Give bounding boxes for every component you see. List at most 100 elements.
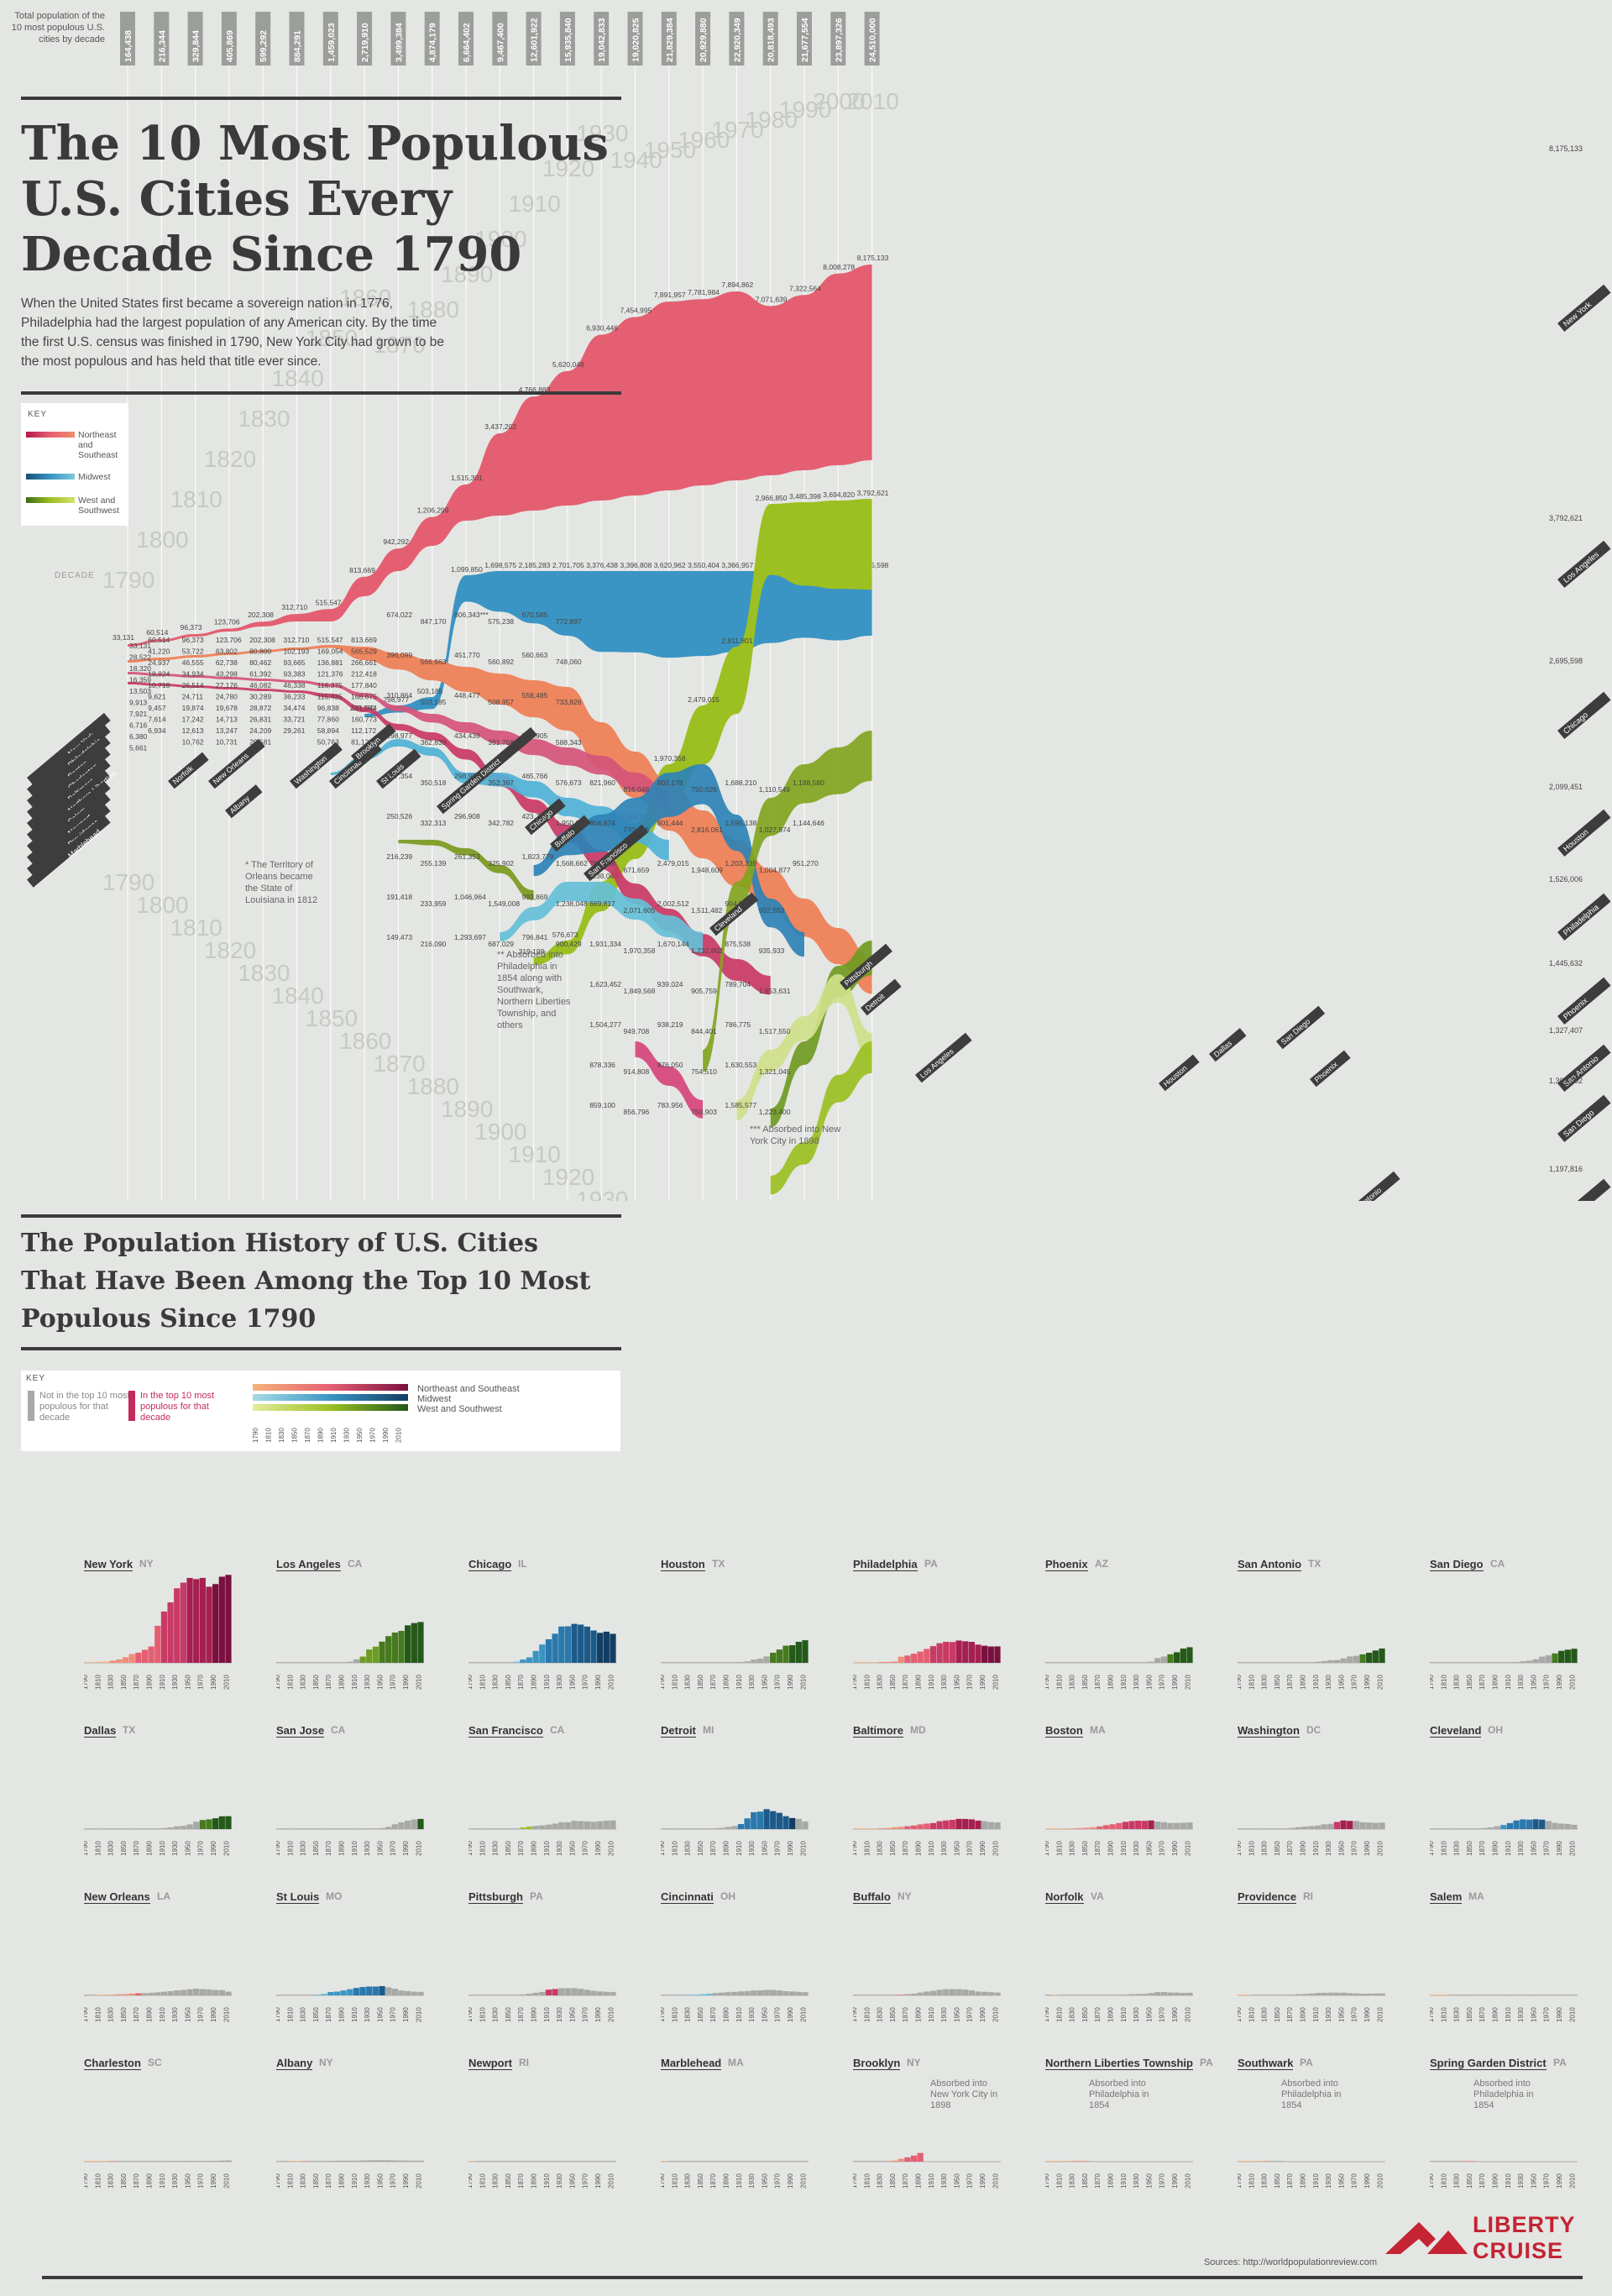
axis-tick-label: 1930 bbox=[1325, 1841, 1332, 1856]
axis-tick-label: 1910 bbox=[159, 2007, 166, 2022]
axis-tick-label: 1910 bbox=[159, 1841, 166, 1856]
city-history-chart: Chicago IL 1790 1810 1830 1850 1870 1890 1910 193… bbox=[468, 1558, 620, 1717]
decade-bar bbox=[1174, 1992, 1180, 1995]
axis-tick-label: 1950 bbox=[1145, 1675, 1153, 1690]
annotation-value-label: 296,908 bbox=[454, 812, 480, 820]
decade-bar bbox=[417, 1818, 424, 1829]
decade-bar bbox=[751, 1659, 757, 1663]
decade-bar bbox=[673, 1828, 680, 1829]
decade-bar bbox=[520, 2161, 526, 2162]
chicago-value-label: 3,550,404 bbox=[688, 561, 720, 569]
column-value-label: 58,894 bbox=[317, 726, 339, 735]
total-tag bbox=[458, 12, 474, 66]
column-value-label: 41,220 bbox=[148, 647, 170, 656]
key-label-west: West and Southwest bbox=[78, 495, 120, 516]
total-tag-value: 3,499,384 bbox=[394, 23, 404, 62]
logo-text: LIBERTY CRUISE bbox=[1473, 2212, 1576, 2264]
axis-tick-label: 1990 bbox=[787, 1675, 794, 1690]
decade-bar bbox=[109, 1660, 116, 1663]
total-tag bbox=[390, 12, 406, 66]
total-tag-value: 21,829,384 bbox=[665, 18, 675, 62]
key-axis-tick: 1790 bbox=[253, 1428, 259, 1443]
decade-bar bbox=[282, 2161, 289, 2162]
decade-bar bbox=[802, 2161, 809, 2162]
decade-bar bbox=[571, 1988, 578, 1995]
city-bars: 1790 1810 1830 1850 1870 1890 1910 1930 1950 1970… bbox=[276, 2160, 424, 2189]
city-name: Detroit bbox=[661, 1724, 696, 1738]
axis-tick-label: 1970 bbox=[197, 1841, 205, 1856]
axis-tick-label: 1890 bbox=[723, 1675, 730, 1690]
decade-bar bbox=[975, 1644, 981, 1663]
decade-bar bbox=[1321, 1660, 1327, 1663]
decade-bar bbox=[853, 1828, 860, 1829]
annotation-value-label: 1,027,974 bbox=[759, 826, 791, 834]
axis-tick-label: 1810 bbox=[671, 1675, 678, 1690]
axis-tick-label: 2010 bbox=[415, 2173, 422, 2189]
small-multiples-key: KEY Not in the top 10 most populous for … bbox=[21, 1371, 620, 1451]
city-tag bbox=[709, 892, 759, 936]
annotation-value-label: 1,004,877 bbox=[759, 866, 791, 874]
ny-value-label: 6,930,446 bbox=[586, 323, 618, 332]
decade-bar bbox=[1269, 2161, 1276, 2162]
city-bars: 1790 1810 1830 1850 1870 1890 1910 1930 1950 1970… bbox=[84, 1988, 232, 2022]
decade-bar bbox=[924, 1649, 930, 1663]
decade-bar bbox=[1083, 1827, 1091, 1829]
axis-tick-label: 1910 bbox=[543, 2007, 551, 2022]
annotation-value-label: 191,418 bbox=[386, 893, 412, 901]
decade-bar bbox=[1064, 1662, 1071, 1663]
decade-label-upper: 1820 bbox=[204, 446, 256, 472]
left-value-label: 9,913 bbox=[129, 699, 148, 707]
city-history-chart: San Diego CA 1790 1810 1830 1850 1870 1890 1910 1… bbox=[1430, 1558, 1581, 1717]
key-axis-tick: 1810 bbox=[265, 1428, 273, 1443]
logo-line-1: LIBERTY bbox=[1473, 2212, 1576, 2237]
axis-tick-label: 1910 bbox=[1312, 2007, 1320, 2022]
city-history-chart: Salem MA 1790 1810 1830 1850 1870 1890 1910 1930 1… bbox=[1430, 1890, 1581, 2050]
end-city-tag-label: San Diego bbox=[1562, 1109, 1596, 1140]
ny-value-label: 1,515,301 bbox=[451, 474, 483, 482]
decade-bar bbox=[347, 1661, 353, 1663]
left-value-label: 6,380 bbox=[129, 732, 148, 741]
city-state: OH bbox=[720, 1890, 735, 1902]
axis-tick-label: 1870 bbox=[1286, 2173, 1294, 2189]
axis-tick-label: 1990 bbox=[1363, 1675, 1371, 1690]
decade-bar bbox=[366, 1649, 373, 1663]
decade-bar bbox=[1468, 1662, 1475, 1663]
annotation-value-label: 352,387 bbox=[488, 778, 514, 787]
axis-tick-label: 1870 bbox=[1479, 1675, 1486, 1690]
axis-tick-label: 1970 bbox=[197, 2173, 205, 2189]
axis-tick-label: 1990 bbox=[787, 2007, 794, 2022]
liberty-cruise-logo: LIBERTY CRUISE bbox=[1385, 2209, 1595, 2267]
key2-decade-axis: 1790 1810 1830 1850 1870 1890 1910 1930 1950 1970… bbox=[253, 1428, 403, 1443]
decade-bar bbox=[148, 1646, 154, 1663]
city-bars: 1790 1810 1830 1850 1870 1890 1910 1930 1950 1970… bbox=[468, 2161, 616, 2189]
decade-bar bbox=[391, 2160, 398, 2162]
city-name: Dallas bbox=[84, 1724, 117, 1738]
decade-bar bbox=[532, 1650, 539, 1663]
decade-bar bbox=[366, 1828, 373, 1829]
city-state: VA bbox=[1091, 1890, 1104, 1902]
axis-tick-label: 1990 bbox=[210, 2007, 217, 2022]
footnote-brooklyn: *** Absorbed into New York City in 1898 bbox=[750, 1124, 841, 1146]
decade-bar bbox=[282, 1828, 289, 1829]
decade-bar bbox=[1058, 1662, 1065, 1663]
annotation-value-label: 816,048 bbox=[624, 785, 650, 794]
city-tag-label: Washington bbox=[293, 754, 329, 786]
axis-tick-label: 1970 bbox=[966, 1675, 974, 1690]
decade-bar bbox=[1448, 1828, 1456, 1829]
decade-bar bbox=[1128, 1821, 1135, 1829]
city-name: Phoenix bbox=[1045, 1558, 1088, 1571]
annotation-value-label: 1,849,568 bbox=[624, 987, 656, 995]
la-value-label: 1,238,048 bbox=[586, 872, 618, 880]
decade-bar bbox=[597, 1633, 604, 1663]
decade-bar bbox=[1083, 2161, 1091, 2162]
column-value-label: 115,435 bbox=[317, 693, 343, 701]
total-tag-value: 405,869 bbox=[225, 30, 235, 62]
column-value-label: 30,289 bbox=[249, 693, 271, 701]
decade-bar bbox=[1263, 2161, 1269, 2162]
axis-tick-label: 1990 bbox=[979, 1675, 987, 1690]
decade-bar bbox=[526, 2161, 533, 2162]
annotation-value-label: 298,977 bbox=[386, 731, 412, 740]
decade-bar bbox=[558, 2161, 565, 2162]
decade-bar bbox=[661, 1828, 667, 1829]
column-value-label: 34,934 bbox=[182, 670, 204, 679]
